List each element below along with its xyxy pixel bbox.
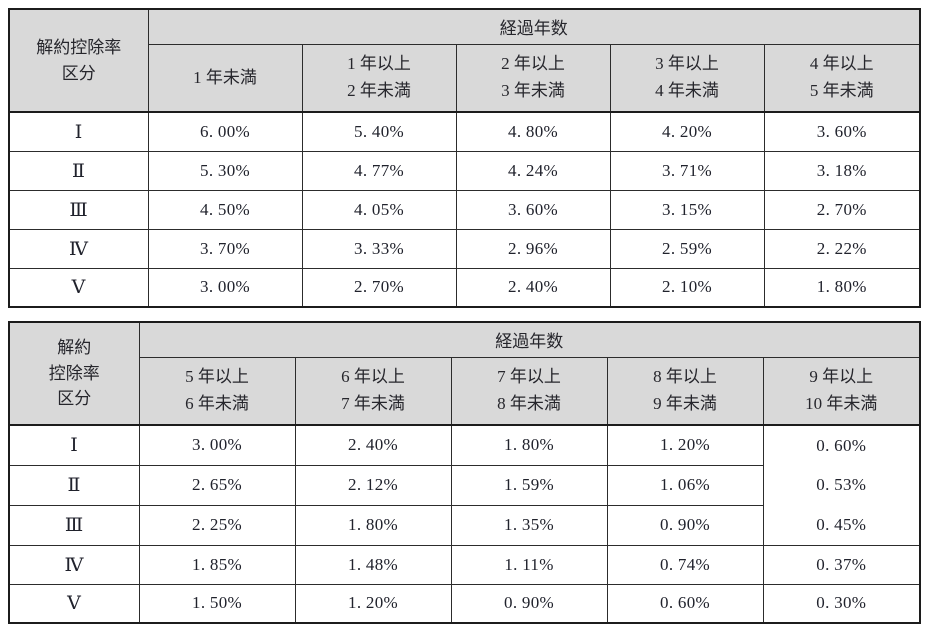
col-header-under-1y: 1 年未満 [147, 43, 303, 113]
rate-cell: 3. 71% [609, 150, 765, 191]
col-header-5-6y: 5 年以上 6 年未満 [138, 356, 296, 426]
rate-cell: 1. 80% [294, 504, 452, 546]
corner-header-category: 解約控除率 区分 [8, 8, 149, 113]
rate-cell: 4. 50% [147, 189, 303, 230]
rate-cell: 3. 15% [609, 189, 765, 230]
table-row-category-4: Ⅳ 3. 70% 3. 33% 2. 96% 2. 59% 2. 22% [8, 228, 921, 269]
col-header-4-5y: 4 年以上 5 年未満 [763, 43, 921, 113]
rate-cell: 2. 22% [763, 228, 921, 269]
rate-cell: 4. 05% [301, 189, 457, 230]
rate-cell: 1. 11% [450, 544, 608, 585]
rate-cell: 0. 30% [762, 583, 921, 624]
rate-cell: 0. 37% [762, 544, 921, 585]
rate-cell: 3. 33% [301, 228, 457, 269]
table-row-category-5: Ⅴ 1. 50% 1. 20% 0. 90% 0. 60% 0. 30% [8, 583, 921, 624]
row-label: Ⅳ [8, 228, 149, 269]
table-row-category-1: Ⅰ 3. 00% 2. 40% 1. 80% 1. 20% 0. 60% 0. … [8, 424, 921, 546]
row-label: Ⅲ [8, 189, 149, 230]
table-row-category-5: Ⅴ 3. 00% 2. 70% 2. 40% 2. 10% 1. 80% [8, 267, 921, 308]
rate-cell: 4. 20% [609, 111, 765, 152]
rate-cell: 2. 25% [138, 504, 296, 546]
rate-cell: 4. 24% [455, 150, 611, 191]
rate-cell: 1. 35% [450, 504, 608, 546]
rate-cell: 1. 20% [294, 583, 452, 624]
rate-cell: 3. 18% [763, 150, 921, 191]
corner-header-line: 解約 [57, 338, 92, 358]
table-row-category-4: Ⅳ 1. 85% 1. 48% 1. 11% 0. 74% 0. 37% [8, 544, 921, 585]
corner-header-line: 区分 [61, 63, 96, 83]
row-label: Ⅳ [8, 544, 140, 585]
rate-cell: 1. 48% [294, 544, 452, 585]
rate-cell: 1. 80% [763, 267, 921, 308]
rate-cell: 2. 12% [294, 464, 452, 506]
rate-cell: 2. 10% [609, 267, 765, 308]
rate-cell: 1. 85% [138, 544, 296, 585]
corner-header-category: 解約 控除率 区分 [8, 321, 140, 426]
rate-cell: 1. 06% [606, 464, 764, 506]
rate-cell: 3. 60% [455, 189, 611, 230]
row-label: Ⅰ [8, 111, 149, 152]
rate-cell: 1. 50% [138, 583, 296, 624]
table-row-category-2: Ⅱ 5. 30% 4. 77% 4. 24% 3. 71% 3. 18% [8, 150, 921, 191]
rate-cell: 2. 59% [609, 228, 765, 269]
rate-cell: 0. 60% [606, 583, 764, 624]
row-label: Ⅰ [8, 424, 140, 466]
rate-cell: 0. 60% [816, 435, 867, 455]
rate-cell: 0. 74% [606, 544, 764, 585]
col-header-2-3y: 2 年以上 3 年未満 [455, 43, 611, 113]
rate-cell: 2. 40% [294, 424, 452, 466]
rate-cell: 2. 70% [763, 189, 921, 230]
rate-cell: 3. 70% [147, 228, 303, 269]
col-header-7-8y: 7 年以上 8 年未満 [450, 356, 608, 426]
row-label: Ⅱ [8, 464, 140, 506]
table-row-category-2: Ⅱ 2. 65% 2. 12% 1. 59% 1. 06% [8, 464, 920, 506]
rate-cell: 2. 65% [138, 464, 296, 506]
col-header-6-7y: 6 年以上 7 年未満 [294, 356, 452, 426]
elapsed-years-header: 経過年数 [138, 321, 921, 358]
row-label: Ⅴ [8, 267, 149, 308]
rate-cell: 2. 70% [301, 267, 457, 308]
rate-cell: 1. 20% [606, 424, 764, 466]
rate-cell: 1. 59% [450, 464, 608, 506]
corner-header-line: 解約控除率 [36, 38, 122, 57]
surrender-charge-table-years-5-10: 解約 控除率 区分 経過年数 5 年以上 6 年未満 6 年以上 7 年未満 7… [8, 321, 922, 624]
rate-cell: 3. 60% [763, 111, 921, 152]
rate-cell: 6. 00% [147, 111, 303, 152]
row-label: Ⅲ [8, 504, 140, 546]
col-header-9-10y: 9 年以上 10 年未満 [762, 356, 921, 426]
row-label: Ⅱ [8, 150, 149, 191]
col-header-3-4y: 3 年以上 4 年未満 [609, 43, 765, 113]
rate-cell: 0. 90% [450, 583, 608, 624]
rate-cell: 3. 00% [138, 424, 296, 466]
table-row-category-3: Ⅲ 2. 25% 1. 80% 1. 35% 0. 90% [8, 504, 920, 546]
elapsed-years-header: 経過年数 [147, 8, 921, 45]
rate-cell: 0. 45% [816, 514, 867, 534]
rate-cell: 5. 30% [147, 150, 303, 191]
rate-cell: 0. 90% [606, 504, 764, 546]
rate-cell: 1. 80% [450, 424, 608, 466]
merged-rate-cell-9-10y: 0. 60% 0. 53% 0. 45% [762, 424, 921, 546]
rate-cell: 2. 96% [455, 228, 611, 269]
rate-cell: 2. 40% [455, 267, 611, 308]
corner-header-line: 区分 [57, 389, 92, 409]
rate-cell: 3. 00% [147, 267, 303, 308]
rate-cell: 0. 53% [816, 475, 867, 495]
corner-header-line: 控除率 [48, 363, 100, 383]
col-header-1-2y: 1 年以上 2 年未満 [301, 43, 457, 113]
table-row-category-3: Ⅲ 4. 50% 4. 05% 3. 60% 3. 15% 2. 70% [8, 189, 921, 230]
table-row-category-1: Ⅰ 6. 00% 5. 40% 4. 80% 4. 20% 3. 60% [8, 111, 921, 152]
surrender-charge-table-years-0-5: 解約控除率 区分 経過年数 1 年未満 1 年以上 2 年未満 2 年以上 3 … [8, 8, 922, 308]
col-header-8-9y: 8 年以上 9 年未満 [606, 356, 764, 426]
rate-cell: 4. 77% [301, 150, 457, 191]
rate-cell: 4. 80% [455, 111, 611, 152]
row-label: Ⅴ [8, 583, 140, 624]
rate-cell: 5. 40% [301, 111, 457, 152]
